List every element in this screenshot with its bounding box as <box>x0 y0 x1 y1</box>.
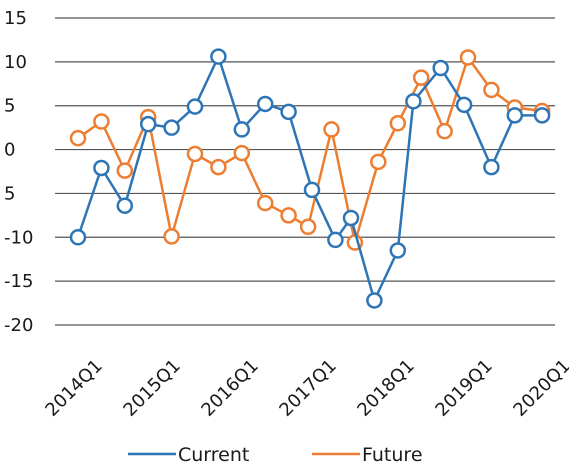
data-point <box>459 49 477 66</box>
data-point <box>432 59 449 77</box>
data-point <box>256 95 274 113</box>
series <box>69 48 551 309</box>
data-point <box>163 228 180 245</box>
data-point <box>389 242 407 259</box>
data-point <box>303 181 321 199</box>
data-point <box>366 292 383 309</box>
data-point <box>186 145 204 163</box>
x-tick-label: 2019Q1 <box>431 355 496 420</box>
y-tick-label: 0 <box>4 140 15 161</box>
y-tick-label: -15 <box>4 271 33 292</box>
data-point <box>405 93 422 110</box>
x-tick-label: 2015Q1 <box>119 355 184 420</box>
y-tick-label: 5 <box>4 96 15 117</box>
y-tick-label: -10 <box>4 227 33 248</box>
legend: Current Future <box>128 444 423 466</box>
legend-label: Future <box>362 444 423 466</box>
data-point <box>233 144 251 162</box>
data-point <box>93 113 110 130</box>
x-axis-ticks: 2014Q1 2015Q1 2016Q1 2017Q1 2018Q1 2019Q1 2020… <box>41 355 569 420</box>
legend-label: Current <box>178 444 249 466</box>
data-point <box>280 207 297 224</box>
y-tick-label: 5 <box>4 183 15 204</box>
data-point <box>163 119 180 136</box>
y-tick-label: 10 <box>4 52 27 73</box>
data-point <box>342 209 360 227</box>
data-point <box>210 48 227 65</box>
series-future <box>69 49 551 251</box>
data-point <box>210 158 227 176</box>
x-tick-label: 2014Q1 <box>41 355 106 420</box>
data-point <box>455 96 473 114</box>
data-point <box>412 69 430 86</box>
data-point <box>93 159 110 177</box>
series-current <box>69 48 551 309</box>
data-point <box>483 158 500 176</box>
legend-item-future: Future <box>312 444 423 466</box>
y-tick-label: 15 <box>4 8 27 29</box>
data-point <box>69 229 87 246</box>
data-point <box>323 121 340 138</box>
legend-item-current: Current <box>128 444 249 466</box>
y-axis-ticks: 15 10 5 0 5 -10 -15 -20 <box>4 8 33 336</box>
data-point <box>483 81 500 99</box>
data-point <box>69 129 87 147</box>
data-point <box>506 107 524 124</box>
data-point <box>299 218 317 236</box>
data-point <box>116 197 134 214</box>
data-point <box>436 122 453 140</box>
x-tick-label: 2016Q1 <box>197 355 262 420</box>
x-tick-label: 2018Q1 <box>353 355 418 420</box>
data-point <box>186 98 204 115</box>
data-point <box>280 103 297 121</box>
data-point <box>139 115 157 133</box>
data-point <box>389 115 407 132</box>
data-point <box>116 162 134 179</box>
y-tick-label: -20 <box>4 315 33 336</box>
data-point <box>233 121 251 138</box>
x-tick-label: 2017Q1 <box>275 355 340 420</box>
data-point <box>327 231 344 249</box>
data-point <box>256 194 274 212</box>
data-point <box>370 153 387 171</box>
x-tick-label: 2020Q1 <box>509 355 569 420</box>
series-line <box>76 55 543 302</box>
data-point <box>533 107 551 124</box>
